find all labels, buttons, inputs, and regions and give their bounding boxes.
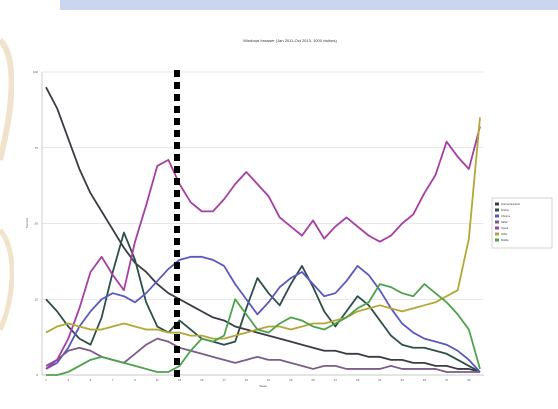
x-tick-label: 33 [400,378,404,382]
slide-top-band [60,0,558,12]
x-tick-label: 11 [156,378,159,382]
series-line-0 [45,86,481,373]
x-tick-label: 13 [178,378,182,382]
legend-swatch [495,232,499,236]
x-tick-label: 5 [90,378,92,382]
legend-label: Chrome [501,214,511,218]
legend-swatch [495,238,499,242]
y-tick-labels: 0 25 50 75 100 [33,70,38,377]
legend-swatch [495,214,499,218]
legend-label: Firefox [501,208,510,212]
legend-box [491,197,553,249]
series-line-6 [46,283,481,376]
axes [41,72,484,376]
y-axis-label: Percent [25,218,29,229]
legend-label: Opera [501,226,509,230]
legend-swatch [495,208,499,212]
x-tick-label: 31 [378,378,382,382]
chart-panel: 0 25 50 75 100 1 3 5 7 9 11 13 15 17 19 21 23 25 27 29 31 33… [14,10,558,409]
x-tick-labels: 1 3 5 7 9 11 13 15 17 19 21 23 25 27 29 31 33 35 37 39 [45,378,471,382]
series-line-2 [45,255,481,373]
x-tick-label: 17 [222,378,226,382]
x-tick-label: 37 [445,378,449,382]
y-tick-label: 100 [33,70,38,74]
series-line-1 [45,231,481,373]
x-tick-label: 29 [356,378,360,382]
legend-label: Other [501,232,508,236]
x-tick-label: 3 [67,378,69,382]
x-tick-label: 23 [289,378,293,382]
y-tick-label: 0 [36,373,38,377]
legend-label: Internet Explorer [501,202,520,206]
legend-label: Safari [501,220,508,224]
slide-decorative-swirl [0,37,15,161]
y-tick-label: 25 [35,297,39,301]
x-tick-label: 35 [423,378,427,382]
x-tick-label: 7 [112,378,114,382]
legend-swatch [495,226,499,230]
x-tick-label: 21 [267,378,271,382]
series-line-3 [45,337,480,373]
x-tick-label: 25 [311,378,315,382]
x-tick-label: 9 [134,378,136,382]
legend-label: Mobile [501,238,509,242]
chart-title: Windows browser (Jan 2011-Oct 2013, 1000… [243,38,337,43]
legend-swatch [495,202,499,206]
x-tick-label: 27 [334,378,338,382]
legend: Internet Explorer Firefox Chrome Safari Oper… [491,197,553,249]
series-line-4 [45,126,481,370]
y-tick-label: 50 [35,222,39,226]
gridlines [42,71,484,376]
x-tick-label: 1 [45,378,47,382]
x-tick-label: 15 [200,378,204,382]
y-tick-label: 75 [35,146,39,150]
x-tick-label: 39 [467,378,471,382]
x-tick-label: 19 [245,378,249,382]
slide-decorative-swirl-lower [0,228,15,332]
x-axis-label: Week [259,384,267,388]
series-line-5 [45,117,481,340]
series-lines [45,86,481,376]
legend-swatch [495,220,499,224]
